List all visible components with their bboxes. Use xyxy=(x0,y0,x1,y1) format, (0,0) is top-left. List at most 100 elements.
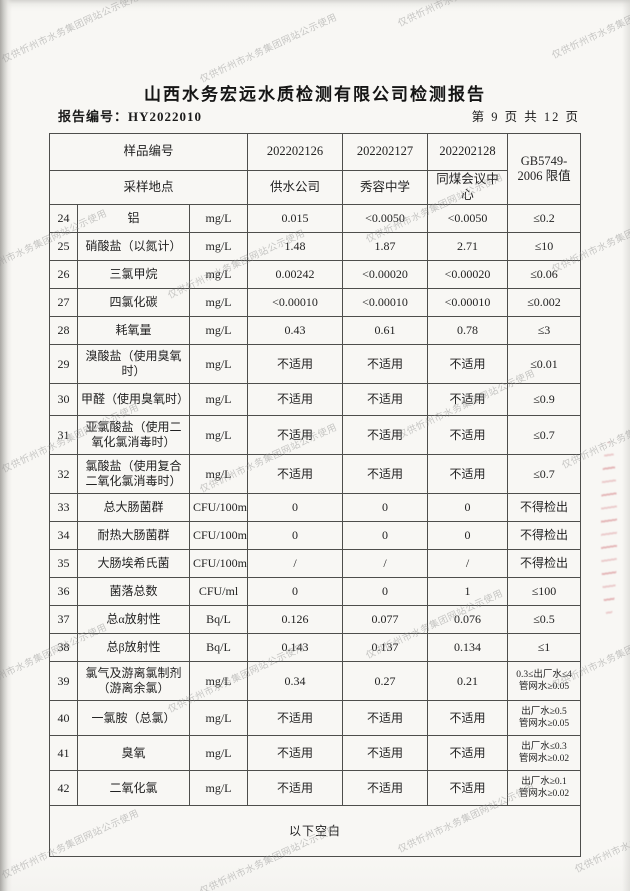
sample-1-value-cell: 不适用 xyxy=(247,344,344,384)
parameter-name-cell: 总α放射性 xyxy=(77,605,190,634)
row-number-cell: 28 xyxy=(49,316,78,345)
table-row: 33 总大肠菌群 CFU/100ml 0 0 0 不得检出 xyxy=(49,493,582,522)
unit-cell: mg/L xyxy=(188,770,249,806)
table-row: 24 铝 mg/L 0.015 <0.0050 <0.0050 ≤0.2 xyxy=(49,204,582,233)
row-number-cell: 31 xyxy=(49,415,78,455)
unit-cell: CFU/100ml xyxy=(188,493,249,522)
sample-1-value-cell: 0.126 xyxy=(247,605,344,634)
sample-2-value-cell: 0 xyxy=(342,521,429,550)
sample-2-value-cell: 不适用 xyxy=(342,735,429,771)
sample-3-value-cell: 不适用 xyxy=(427,344,509,384)
parameter-name-cell: 氯气及游离氯制剂（游离余氯） xyxy=(77,661,190,701)
row-number-cell: 39 xyxy=(49,661,78,701)
sample-1-value-cell: 不适用 xyxy=(247,700,344,736)
sample-3-value-cell: 不适用 xyxy=(427,735,509,771)
sample-id-cell: 202202126 xyxy=(247,133,344,171)
scan-edge-top xyxy=(0,0,630,8)
row-number-cell: 29 xyxy=(49,344,78,384)
limit-cell: 出厂水≥0.5 管网水≥0.05 xyxy=(507,700,582,736)
report-meta: 报告编号：HY2022010 第 9 页 共 12 页 xyxy=(58,106,580,125)
parameter-name-cell: 耗氧量 xyxy=(77,316,190,345)
limit-cell: 不得检出 xyxy=(507,493,582,522)
row-number-cell: 41 xyxy=(49,735,78,771)
row-number-cell: 42 xyxy=(49,770,78,806)
report-number-value: HY2022010 xyxy=(128,109,203,124)
limit-cell: ≤0.5 xyxy=(507,605,582,634)
parameter-name-cell: 硝酸盐（以氮计） xyxy=(77,232,190,261)
sample-2-value-cell: 不适用 xyxy=(342,383,429,416)
location-cell: 供水公司 xyxy=(247,170,344,205)
sampling-location-header-cell: 采样地点 xyxy=(48,170,249,205)
limit-cell: 不得检出 xyxy=(507,521,582,550)
table-header-row-location: 采样地点 供水公司 秀容中学 同煤会议中心 xyxy=(48,170,581,205)
sample-2-value-cell: 0.27 xyxy=(342,661,429,701)
sample-3-value-cell: 0.21 xyxy=(427,661,509,701)
sample-2-value-cell: 0.137 xyxy=(342,633,429,662)
location-cell: 秀容中学 xyxy=(342,170,429,205)
table-row: 27 四氯化碳 mg/L <0.00010 <0.00010 <0.00010 … xyxy=(49,288,582,317)
page-indicator: 第 9 页 共 12 页 xyxy=(471,110,580,124)
red-seal-fragment xyxy=(601,442,617,617)
limit-cell: 0.3≤出厂水≤4 管网水≥0.05 xyxy=(507,661,582,701)
report-number: 报告编号：HY2022010 xyxy=(58,106,202,125)
sample-2-value-cell: 不适用 xyxy=(342,415,429,455)
limit-cell: ≤0.01 xyxy=(507,344,582,384)
parameter-name-cell: 溴酸盐（使用臭氧时） xyxy=(77,344,190,384)
sample-1-value-cell: 不适用 xyxy=(247,770,344,806)
sample-1-value-cell: / xyxy=(247,549,344,578)
sample-3-value-cell: 不适用 xyxy=(427,700,509,736)
sample-1-value-cell: 0.34 xyxy=(247,661,344,701)
sample-3-value-cell: 0.134 xyxy=(427,633,509,662)
parameter-name-cell: 一氯胺（总氯） xyxy=(77,700,190,736)
unit-cell: mg/L xyxy=(188,316,249,345)
table-row: 36 菌落总数 CFU/ml 0 0 1 ≤100 xyxy=(49,577,582,606)
row-number-cell: 38 xyxy=(49,633,78,662)
sample-3-value-cell: 不适用 xyxy=(427,454,509,494)
sample-3-value-cell: <0.00020 xyxy=(427,260,509,289)
row-number-cell: 37 xyxy=(49,605,78,634)
sample-1-value-cell: 1.48 xyxy=(247,232,344,261)
parameter-name-cell: 大肠埃希氏菌 xyxy=(77,549,190,578)
sample-1-value-cell: 不适用 xyxy=(247,383,344,416)
sample-2-value-cell: 1.87 xyxy=(342,232,429,261)
sample-3-value-cell: 不适用 xyxy=(427,383,509,416)
sample-1-value-cell: 0 xyxy=(247,577,344,606)
unit-cell: mg/L xyxy=(188,288,249,317)
table-row: 34 耐热大肠菌群 CFU/100ml 0 0 0 不得检出 xyxy=(49,521,582,550)
table-header-row-sample-id: 样品编号 202202126 202202127 202202128 GB574… xyxy=(48,133,582,205)
sample-2-value-cell: <0.00020 xyxy=(342,260,429,289)
unit-cell: CFU/ml xyxy=(188,577,249,606)
sample-id-header-cell: 样品编号 xyxy=(48,133,249,171)
unit-cell: mg/L xyxy=(188,383,249,416)
limit-cell: ≤0.7 xyxy=(507,454,582,494)
sample-2-value-cell: 0 xyxy=(342,493,429,522)
unit-cell: mg/L xyxy=(188,232,249,261)
table-row: 30 甲醛（使用臭氧时） mg/L 不适用 不适用 不适用 ≤0.9 xyxy=(49,383,582,416)
results-table: 样品编号 202202126 202202127 202202128 GB574… xyxy=(48,133,582,857)
sample-2-value-cell: 不适用 xyxy=(342,770,429,806)
parameter-name-cell: 铝 xyxy=(77,204,190,233)
unit-cell: mg/L xyxy=(188,260,249,289)
parameter-name-cell: 亚氯酸盐（使用二氧化氯消毒时） xyxy=(77,415,190,455)
sample-3-value-cell: 0 xyxy=(427,521,509,550)
sample-id-cell: 202202128 xyxy=(427,133,509,171)
scan-edge-left xyxy=(0,0,12,891)
parameter-name-cell: 总β放射性 xyxy=(77,633,190,662)
sample-3-value-cell: 不适用 xyxy=(427,415,509,455)
blank-row: 以下空白 xyxy=(48,805,582,857)
watermark-text: 仅供忻州市水务集团网站公示使用 xyxy=(550,0,630,62)
sample-2-value-cell: <0.0050 xyxy=(342,204,429,233)
sample-1-value-cell: 0 xyxy=(247,521,344,550)
row-number-cell: 32 xyxy=(49,454,78,494)
limit-cell: ≤0.2 xyxy=(507,204,582,233)
sample-3-value-cell: <0.00010 xyxy=(427,288,509,317)
table-row: 40 一氯胺（总氯） mg/L 不适用 不适用 不适用 出厂水≥0.5 管网水≥… xyxy=(49,700,582,736)
limit-cell: ≤0.06 xyxy=(507,260,582,289)
watermark-text: 仅供忻州市水务集团网站公示使用 xyxy=(198,11,339,86)
row-number-cell: 24 xyxy=(49,204,78,233)
report-title: 山西水务宏远水质检测有限公司检测报告 xyxy=(144,85,486,104)
parameter-name-cell: 氯酸盐（使用复合二氧化氯消毒时） xyxy=(77,454,190,494)
table-row: 28 耗氧量 mg/L 0.43 0.61 0.78 ≤3 xyxy=(49,316,582,345)
limit-cell: ≤100 xyxy=(507,577,582,606)
